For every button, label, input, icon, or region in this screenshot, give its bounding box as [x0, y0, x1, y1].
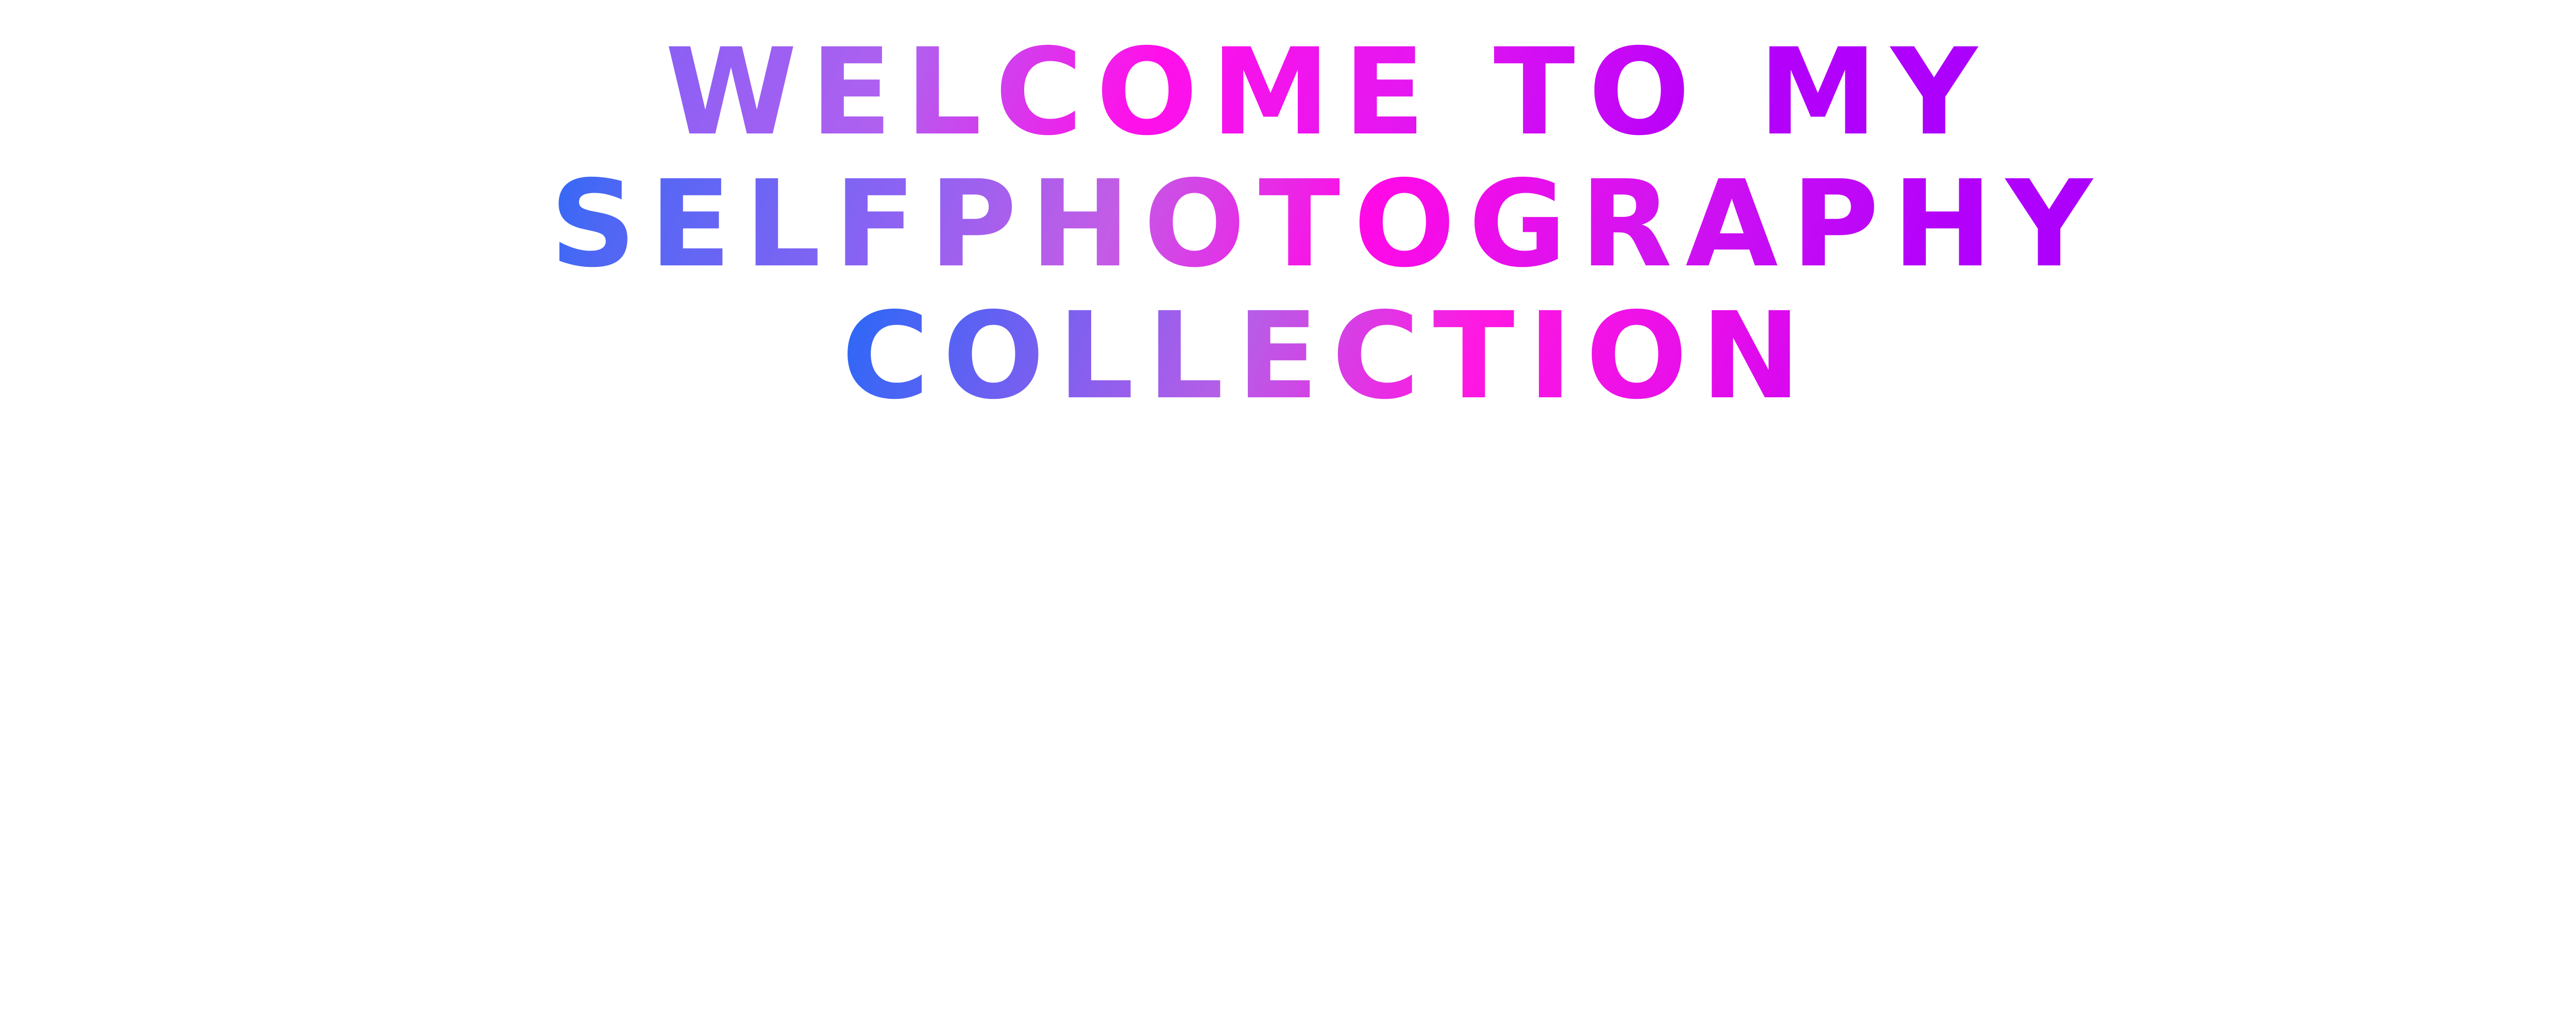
heading-line-collection: COLLECTION	[761, 290, 1895, 422]
hero-heading: WELCOME TO MY SELFPHOTOGRAPHY COLLECTION	[0, 26, 2576, 422]
heading-line-welcome: WELCOME TO MY	[581, 26, 2075, 158]
heading-line-selfphotography: SELFPHOTOGRAPHY	[452, 158, 2204, 290]
